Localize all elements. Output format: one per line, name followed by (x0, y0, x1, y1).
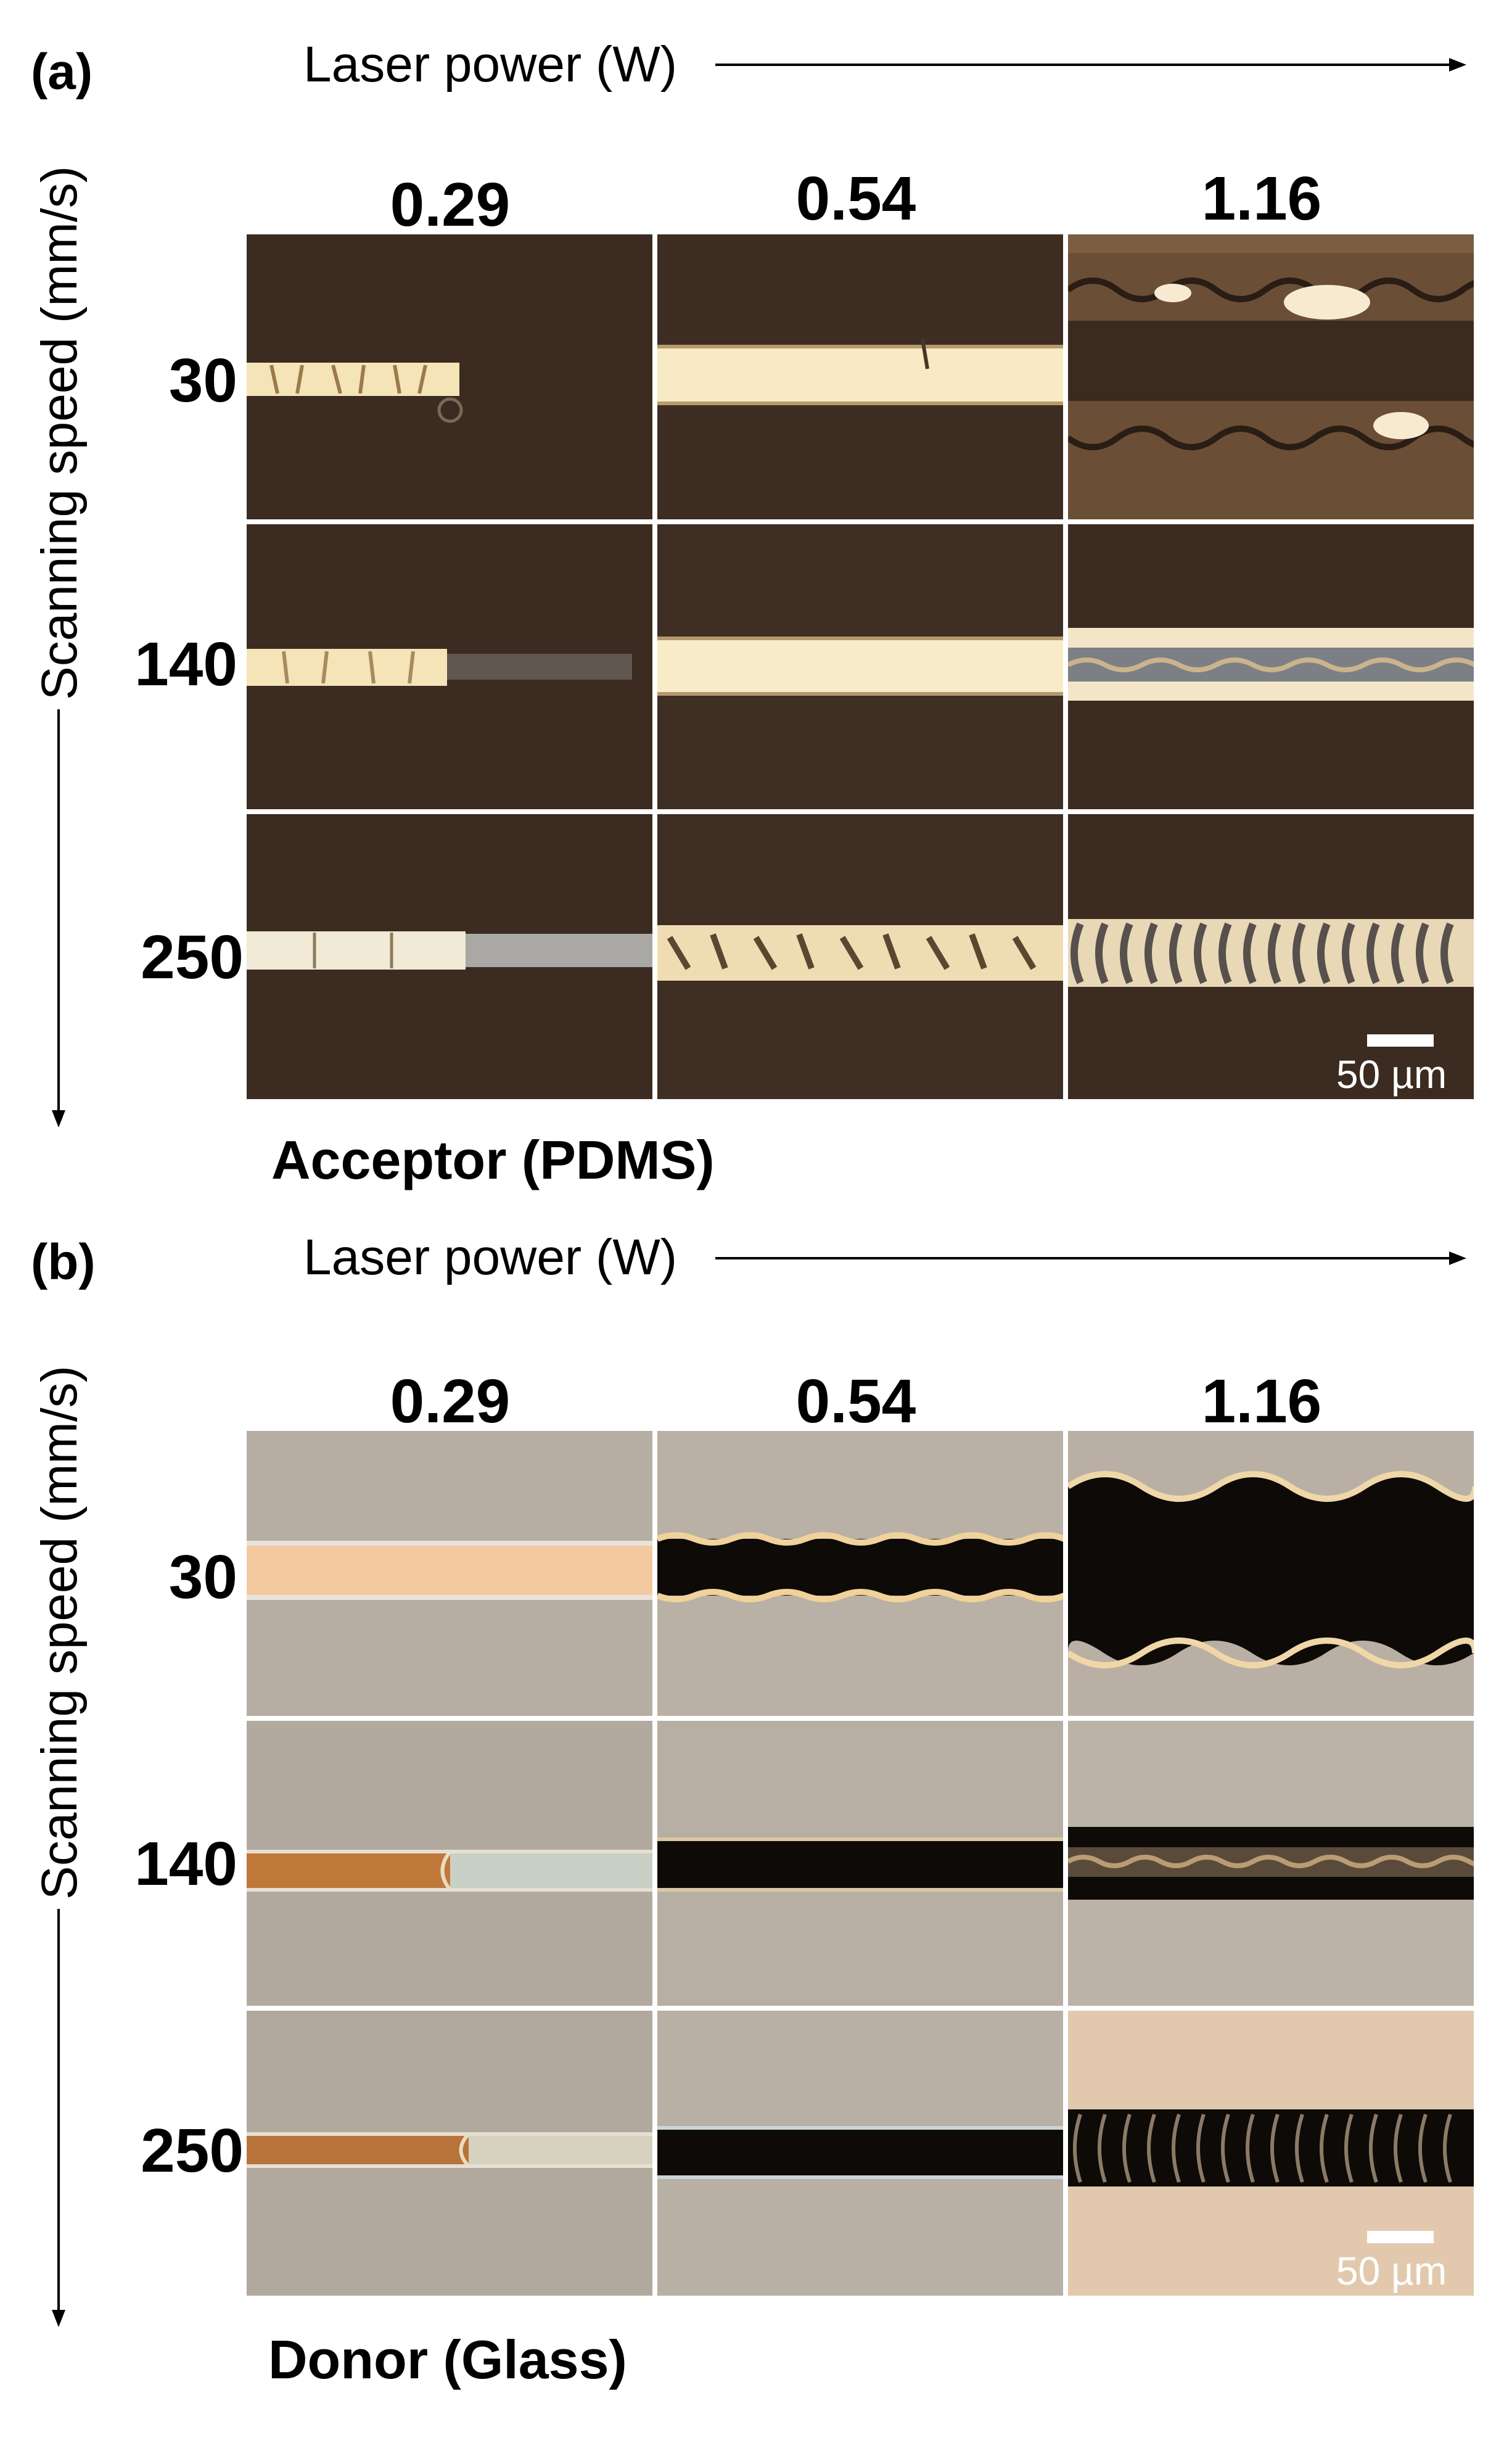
panel-a-scale-bar (1367, 1034, 1434, 1047)
micrograph-a-250-0.29 (247, 814, 652, 1099)
micrograph-a-250-1.16: 50 µm (1068, 814, 1474, 1099)
panel-b-row-250: 250 (141, 2116, 244, 2185)
micrograph-b-30-0.29 (247, 1431, 652, 1716)
panel-b-scale-bar-label: 50 µm (1336, 2249, 1447, 2293)
panel-b-label: (b) (31, 1234, 96, 1290)
micrograph-a-30-0.29 (247, 234, 652, 519)
panel-a-scale-bar-label: 50 µm (1336, 1052, 1447, 1097)
micrograph-a-250-0.54 (657, 814, 1063, 1099)
panel-a-col-1.16: 1.16 (1201, 164, 1322, 233)
panel-a-y-axis-title: Scanning speed (mm/s) (31, 166, 88, 700)
panel-b-x-axis-title: Laser power (W) (303, 1229, 678, 1285)
panel-a-col-0.29: 0.29 (390, 170, 511, 239)
panel-b-y-axis-title: Scanning speed (mm/s) (31, 1366, 88, 1900)
panel-a-micrograph-grid: 50 µm (247, 234, 1474, 1099)
panel-a-y-axis-arrow (52, 709, 65, 1127)
micrograph-a-30-1.16 (1068, 234, 1474, 519)
panel-b-col-1.16: 1.16 (1201, 1367, 1322, 1436)
panel-a-row-250: 250 (141, 923, 244, 992)
panel-b-col-0.29: 0.29 (390, 1367, 511, 1436)
panel-b-y-axis-arrow (52, 1909, 65, 2327)
micrograph-b-30-0.54 (657, 1431, 1063, 1716)
panel-b-scale-bar (1367, 2231, 1434, 2243)
panel-a-row-30: 30 (168, 346, 237, 415)
panel-b-micrograph-grid: 50 µm (247, 1431, 1474, 2296)
micrograph-b-140-1.16 (1068, 1721, 1474, 2006)
micrograph-b-30-1.16 (1068, 1431, 1474, 1716)
micrograph-a-30-0.54 (657, 234, 1063, 519)
panel-a-x-axis-arrow (715, 58, 1466, 72)
panel-b-row-30: 30 (168, 1543, 237, 1612)
panel-b-x-axis-arrow (715, 1251, 1466, 1265)
micrograph-a-140-1.16 (1068, 524, 1474, 809)
micrograph-b-140-0.29 (247, 1721, 652, 2006)
panel-a-row-140: 140 (134, 630, 237, 699)
panel-b-row-140: 140 (134, 1829, 237, 1898)
panel-a-caption: Acceptor (PDMS) (271, 1129, 715, 1190)
micrograph-a-140-0.29 (247, 524, 652, 809)
micrograph-b-250-0.54 (657, 2011, 1063, 2296)
micrograph-b-250-1.16: 50 µm (1068, 2011, 1474, 2296)
panel-b-caption: Donor (Glass) (268, 2329, 627, 2390)
micrograph-b-250-0.29 (247, 2011, 652, 2296)
panel-a-col-0.54: 0.54 (795, 164, 916, 233)
panel-b-col-0.54: 0.54 (795, 1367, 916, 1436)
micrograph-a-140-0.54 (657, 524, 1063, 809)
panel-a-x-axis-title: Laser power (W) (303, 36, 678, 93)
micrograph-b-140-0.54 (657, 1721, 1063, 2006)
panel-a-label: (a) (31, 44, 93, 100)
